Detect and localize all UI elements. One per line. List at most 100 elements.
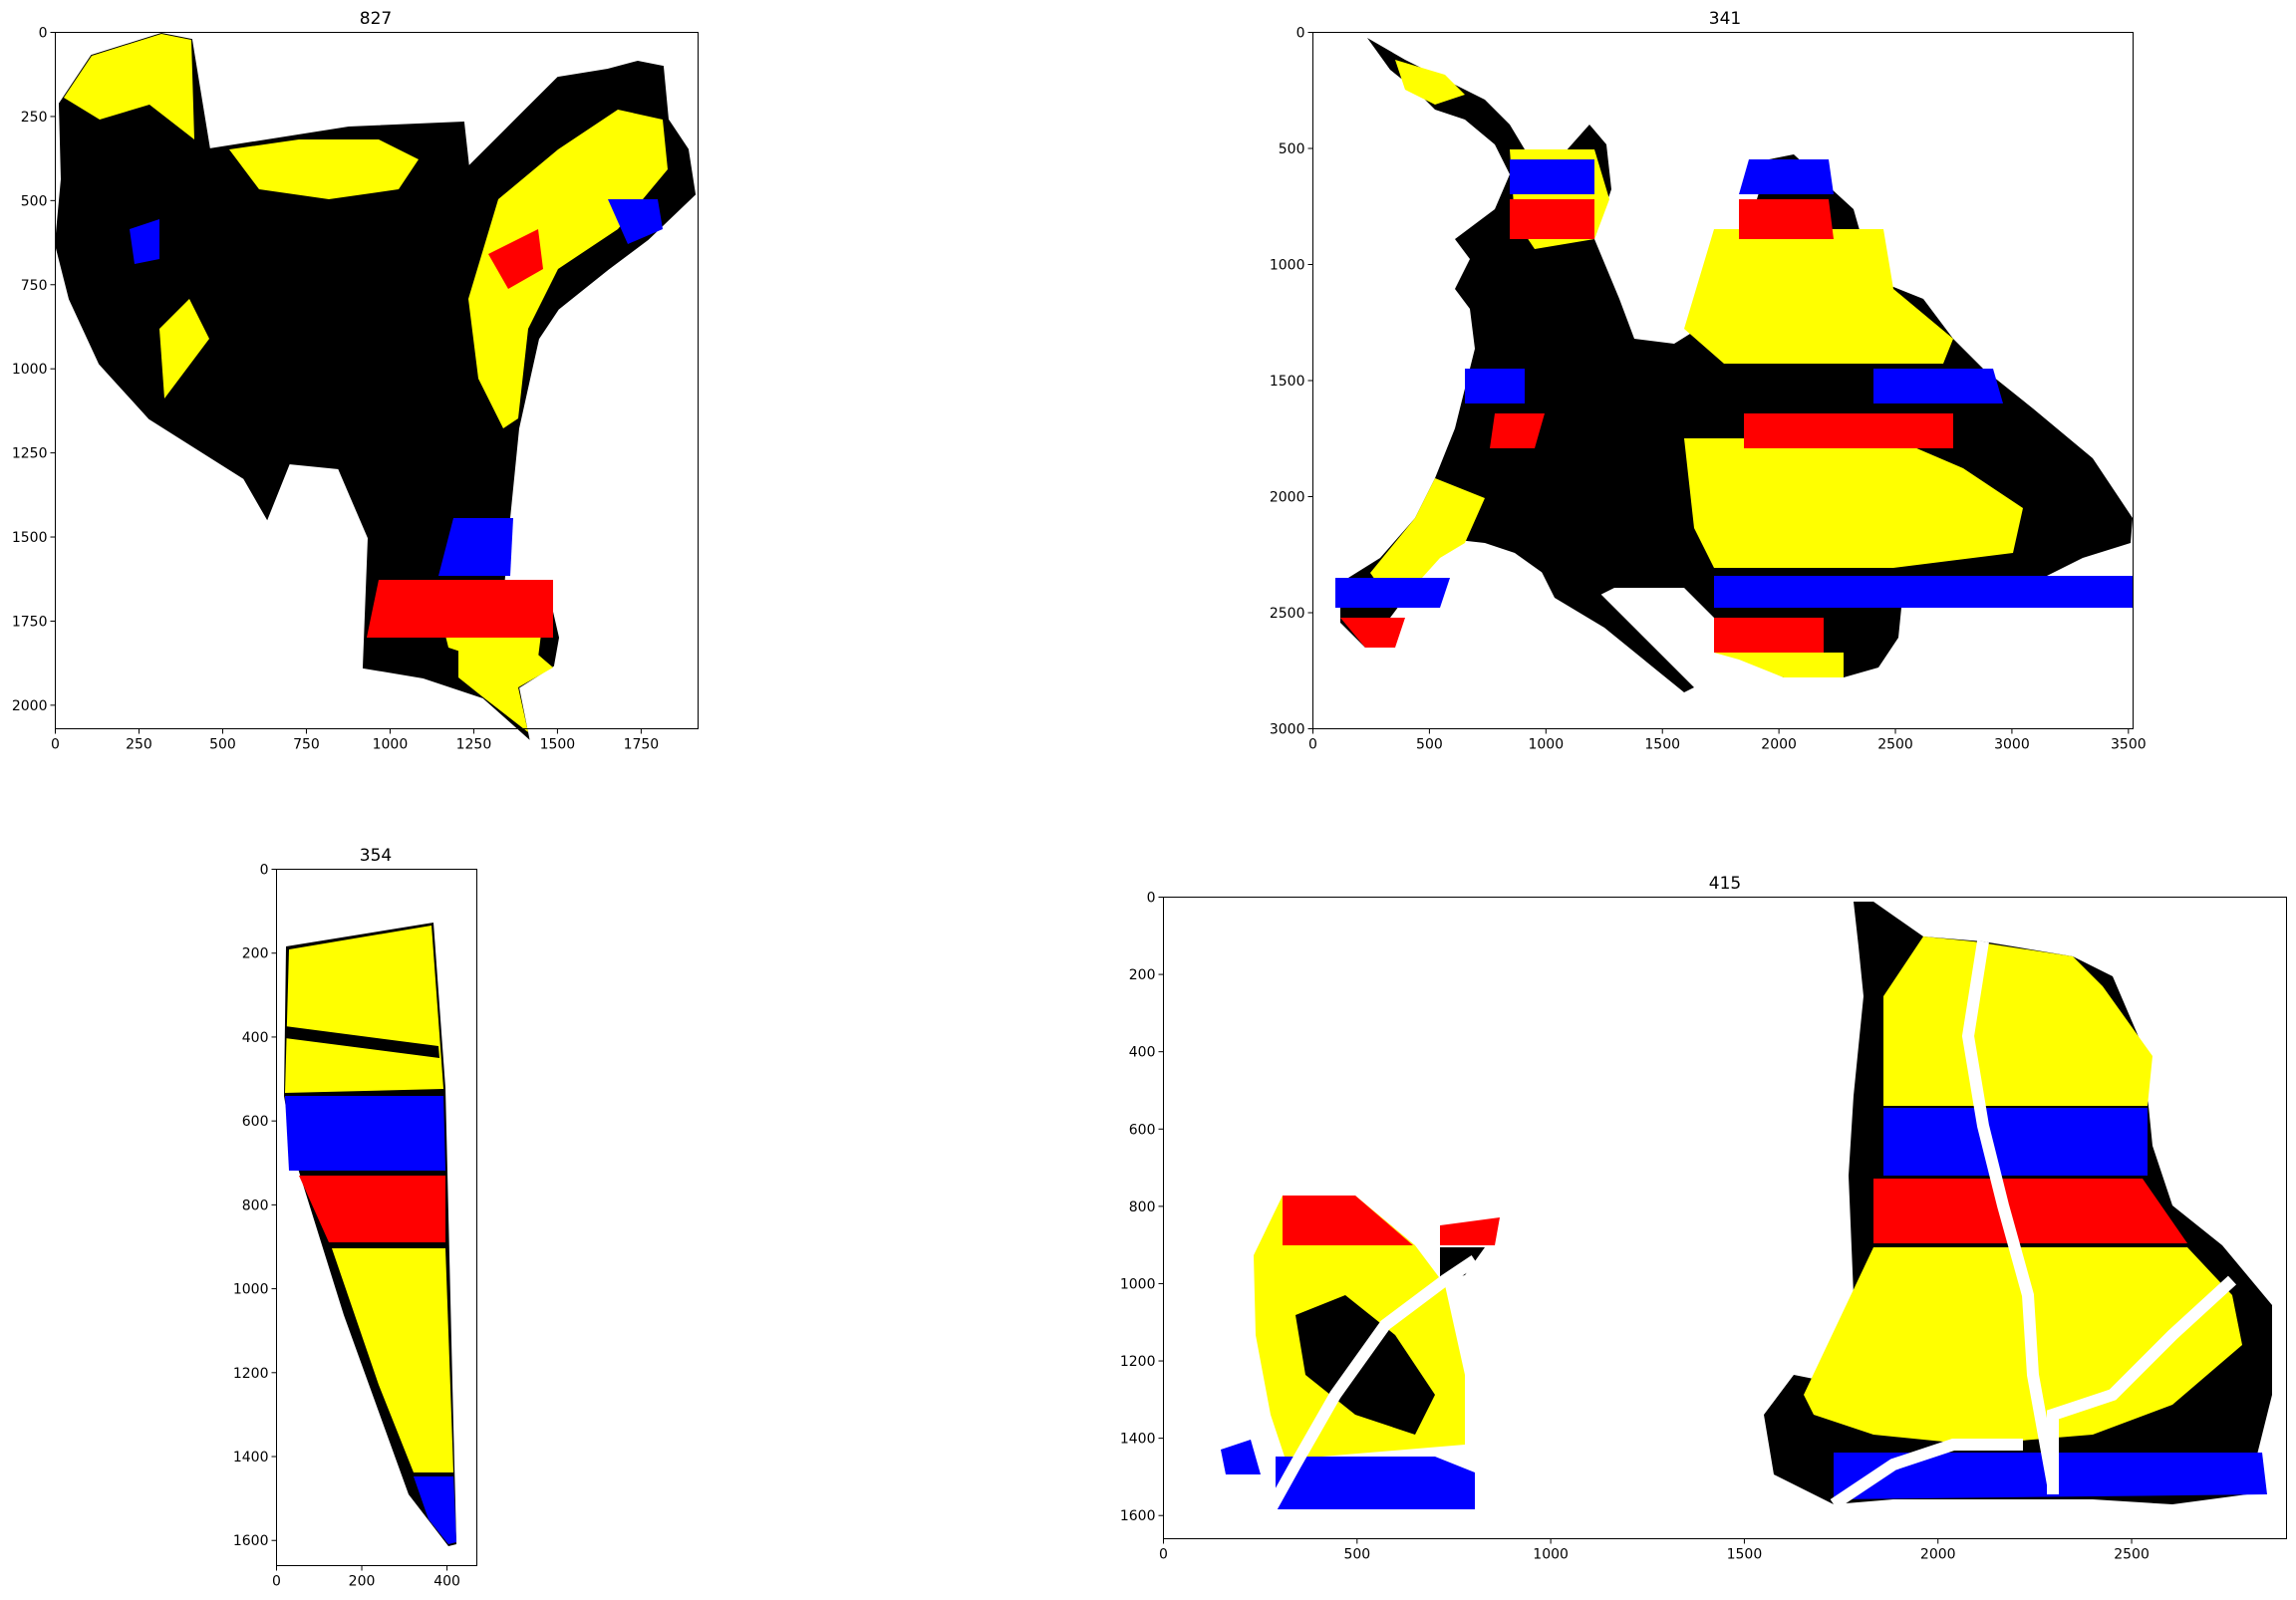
x-tick-label: 3500 [2111,737,2147,753]
x-tick-label: 2000 [1761,737,1797,753]
x-tick-label: 500 [1416,737,1443,753]
x-tick-label: 500 [1343,1547,1370,1563]
region-341-red-mid-w [1490,413,1545,448]
region-341-fragment [1535,558,1694,692]
y-tick-label: 200 [242,946,269,962]
region-341-yellow-bottom [1714,653,1844,677]
y-tick-label: 800 [242,1198,269,1213]
x-tick-label: 0 [1159,1547,1168,1563]
y-tick-label: 3000 [1270,722,1305,738]
panel-827-image [54,32,697,740]
y-tick-label: 1400 [233,1450,269,1466]
x-tick-label: 750 [293,737,320,753]
x-tick-label: 0 [1308,737,1317,753]
y-tick-label: 1250 [12,446,48,462]
y-tick-label: 2500 [1270,606,1305,622]
y-tick-label: 2000 [1270,490,1305,506]
region-415-right-river-2 [2047,1275,2237,1494]
region-354-red-band [299,1176,445,1242]
region-415-fragment-w [1221,1440,1261,1474]
region-341-blue-mid [1465,369,1525,403]
panel-415-image [1221,902,2272,1512]
panel-415-axes: 0 500 1000 1500 2000 2500 0 200 400 600 800 1000 120… [1120,891,2150,1563]
y-tick-label: 1600 [233,1533,269,1549]
x-tick-label: 1250 [456,737,492,753]
y-tick-label: 1200 [1120,1354,1156,1370]
y-tick-label: 750 [21,278,48,294]
region-341-blue-nw [1510,159,1594,194]
y-tick-label: 1500 [12,530,48,546]
x-tick-label: 1000 [1533,1547,1569,1563]
panel-354-frame [276,869,477,1566]
y-tick-label: 500 [1279,141,1305,157]
y-tick-label: 600 [1129,1122,1156,1138]
region-415-left-blue [1276,1457,1475,1509]
region-827-yellow-bottom [458,638,553,732]
panel-827-title: 827 [360,9,392,29]
x-tick-label: 0 [51,737,60,753]
x-tick-label: 3000 [1994,737,2030,753]
y-tick-label: 2000 [12,698,48,714]
panel-341-image [1335,38,2133,692]
region-827-blue-left [130,219,159,264]
x-tick-label: 1750 [624,737,660,753]
panel-354-title: 354 [360,846,392,866]
panel-341-title: 341 [1709,9,1741,29]
y-tick-label: 500 [21,193,48,209]
region-827-blue-band [438,518,513,576]
region-415-right-red [1873,1179,2187,1243]
y-tick-label: 1000 [1270,258,1305,274]
y-tick-label: 1200 [233,1366,269,1382]
region-341-red-mid [1744,413,1953,448]
y-tick-label: 400 [242,1030,269,1046]
panel-415-frame [1163,897,2287,1539]
x-tick-label: 500 [209,737,236,753]
y-tick-label: 0 [39,26,48,42]
panel-354: 354 0 200 400 0 200 400 600 800 1000 1200 1400 1600 [233,846,477,1590]
y-tick-label: 1000 [233,1282,269,1298]
y-tick-label: 1400 [1120,1432,1156,1448]
region-827-yellow-mid [229,139,419,199]
y-tick-label: 1000 [12,362,48,378]
y-tick-label: 400 [1129,1045,1156,1061]
region-354-yellow-top [285,926,443,1093]
region-341-blue-south [1714,576,2133,608]
region-827-blue-right [608,199,663,244]
region-341-red-n [1739,199,1834,239]
region-827-red-right [488,229,543,289]
region-341-yellow-nw [1395,60,1465,105]
y-tick-label: 1500 [1270,374,1305,390]
x-tick-label: 2000 [1920,1547,1956,1563]
y-tick-label: 600 [242,1114,269,1130]
region-341-red-nw [1510,199,1594,239]
y-tick-label: 1600 [1120,1508,1156,1524]
y-tick-label: 200 [1129,967,1156,983]
region-341-yellow-south [1684,438,2023,568]
x-tick-label: 1000 [1528,737,1564,753]
x-tick-label: 2500 [1877,737,1913,753]
region-827-red-band [367,580,553,638]
panel-354-image [284,923,456,1546]
x-tick-label: 200 [349,1574,376,1590]
panel-415: 415 0 500 1000 1500 2000 2500 0 200 400 600 800 100… [1120,874,2287,1563]
region-415-right-blue [1883,1108,2148,1176]
panel-341-axes: 0 500 1000 1500 2000 2500 3000 3500 0 500 1000 1500… [1270,26,2147,753]
region-415-right-yellow-s [1804,1247,2242,1445]
x-tick-label: 250 [126,737,152,753]
region-354-blue-band [285,1096,445,1171]
region-341-red-south [1714,618,1824,653]
region-354-blue-bottom [414,1476,456,1544]
panel-415-title: 415 [1709,874,1741,894]
y-tick-label: 800 [1129,1200,1156,1215]
x-tick-label: 1500 [540,737,576,753]
region-827-yellow-right [468,110,668,428]
region-415-left-river [1265,1255,1479,1512]
region-827-yellow-left [159,299,209,399]
y-tick-label: 1000 [1120,1276,1156,1292]
region-415-left-red [1283,1196,1413,1245]
panel-354-axes: 0 200 400 0 200 400 600 800 1000 1200 1400 1600 [233,863,460,1590]
y-tick-label: 0 [1147,891,1156,907]
x-tick-label: 1000 [373,737,409,753]
y-tick-label: 250 [21,110,48,126]
